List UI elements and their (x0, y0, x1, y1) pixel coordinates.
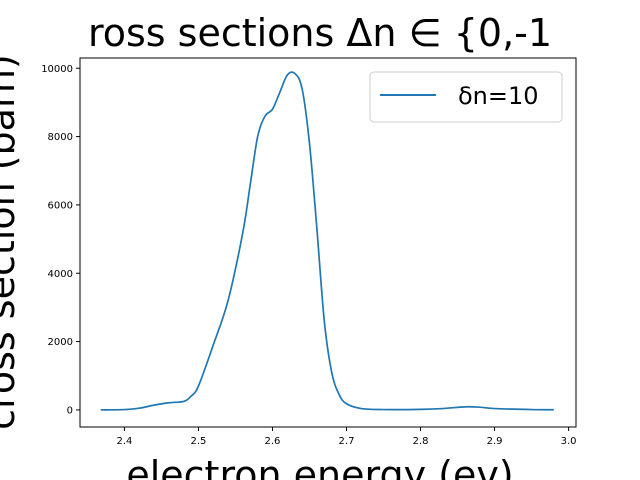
chart-title: ross sections Δn ∈ {0,-1 (88, 11, 552, 55)
x-tick-label: 2.9 (487, 436, 503, 447)
y-tick-label: 10000 (41, 64, 73, 75)
legend-label: δn=10 (458, 82, 539, 110)
y-tick-label: 6000 (48, 200, 73, 211)
x-tick-label: 2.5 (190, 436, 206, 447)
x-tick-label: 3.0 (561, 436, 577, 447)
plot-frame (79, 57, 577, 428)
y-axis-label: cross section (barn) (0, 54, 23, 430)
x-axis: 2.4 2.5 2.6 2.7 2.8 2.9 3.0 (116, 427, 577, 447)
y-axis: 0 2000 4000 6000 8000 10000 (41, 64, 80, 416)
x-tick-label: 2.4 (116, 436, 132, 447)
x-axis-label: electron energy (ev) (126, 453, 513, 480)
series-lines (100, 71, 554, 411)
y-tick-label: 2000 (48, 337, 73, 348)
x-tick-label: 2.8 (413, 436, 429, 447)
x-tick-label: 2.7 (339, 436, 355, 447)
series-line-0 (100, 71, 554, 411)
plot-area: 2.4 2.5 2.6 2.7 2.8 2.9 3.0 0 2000 4000 6000 8000 1… (41, 57, 577, 447)
legend-box (369, 71, 563, 123)
y-tick-label: 8000 (48, 132, 73, 143)
legend: δn=10 (369, 71, 563, 123)
y-tick-label: 4000 (48, 269, 73, 280)
y-tick-label: 0 (67, 405, 73, 416)
x-tick-label: 2.6 (265, 436, 281, 447)
